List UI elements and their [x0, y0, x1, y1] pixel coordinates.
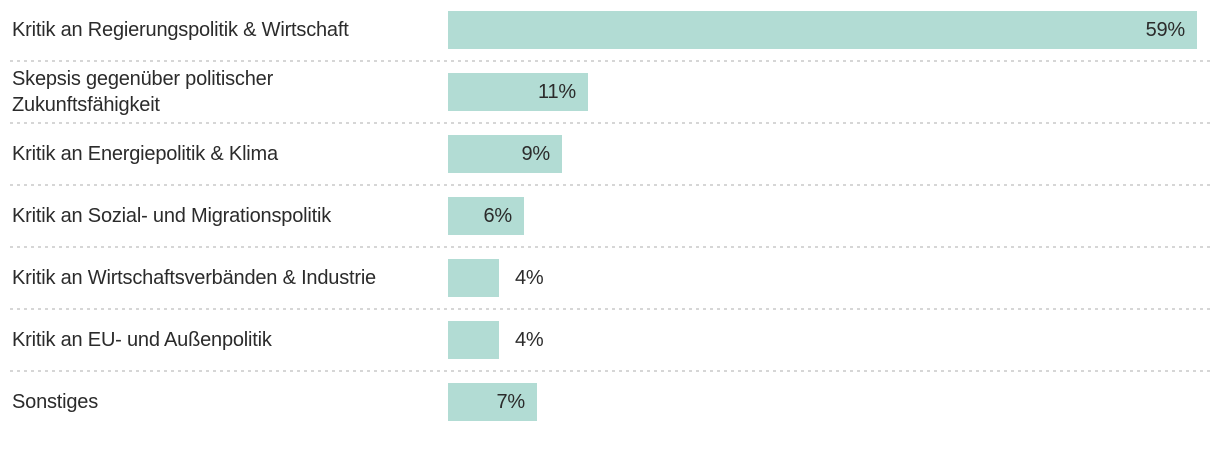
- bar-area: 6%: [448, 197, 1220, 235]
- bar: [448, 321, 499, 359]
- bar-area: 4%: [448, 321, 1220, 359]
- row-divider: [10, 60, 1212, 62]
- bar-row: Kritik an Energiepolitik & Klima 9%: [0, 124, 1220, 184]
- bar-row: Kritik an Sozial- und Migrationspolitik …: [0, 186, 1220, 246]
- bar: 7%: [448, 383, 537, 421]
- row-divider: [10, 122, 1212, 124]
- bar-area: 59%: [448, 11, 1220, 49]
- bar: [448, 259, 499, 297]
- bar-row: Kritik an Regierungspolitik & Wirtschaft…: [0, 0, 1220, 60]
- category-label: Sonstiges: [12, 391, 99, 413]
- row-divider: [10, 370, 1212, 372]
- value-label: 4%: [515, 266, 544, 289]
- category-label: Kritik an EU- und Außenpolitik: [12, 329, 272, 351]
- category-label: Kritik an Sozial- und Migrationspolitik: [12, 205, 332, 227]
- value-label: 9%: [521, 142, 550, 165]
- category-label: Skepsis gegenüber politischer Zukunftsfä…: [12, 68, 274, 116]
- bar: 6%: [448, 197, 524, 235]
- bar-row: Sonstiges 7%: [0, 372, 1220, 432]
- value-label: 4%: [515, 328, 544, 351]
- row-divider: [10, 246, 1212, 248]
- bar-row: Kritik an Wirtschaftsverbänden & Industr…: [0, 248, 1220, 308]
- value-label: 7%: [496, 390, 525, 413]
- bar-area: 4%: [448, 259, 1220, 297]
- category-label: Kritik an Regierungspolitik & Wirtschaft: [12, 19, 349, 41]
- bar-row: Kritik an EU- und Außenpolitik 4%: [0, 310, 1220, 370]
- bar-area: 11%: [448, 73, 1220, 111]
- row-divider: [10, 184, 1212, 186]
- bar-row: Skepsis gegenüber politischer Zukunftsfä…: [0, 62, 1220, 122]
- value-label: 11%: [538, 80, 576, 103]
- bar: 11%: [448, 73, 588, 111]
- bar: 59%: [448, 11, 1197, 49]
- bar: 9%: [448, 135, 562, 173]
- bar-area: 9%: [448, 135, 1220, 173]
- category-label: Kritik an Energiepolitik & Klima: [12, 143, 278, 165]
- value-label: 6%: [483, 204, 512, 227]
- value-label: 59%: [1145, 18, 1186, 41]
- category-label: Kritik an Wirtschaftsverbänden & Industr…: [12, 267, 376, 289]
- bar-area: 7%: [448, 383, 1220, 421]
- row-divider: [10, 308, 1212, 310]
